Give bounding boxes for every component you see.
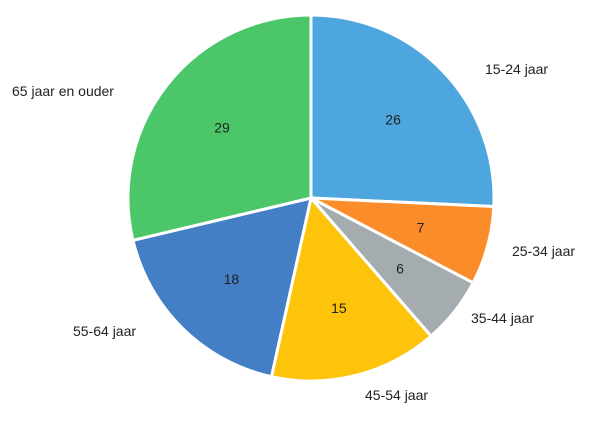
slice-label-45-54-jaar: 45-54 jaar [365,387,428,403]
slice-label-55-64-jaar: 55-64 jaar [73,323,136,339]
slice-value-55-64-jaar: 18 [224,271,240,287]
slice-label-15-24-jaar: 15-24 jaar [485,61,548,77]
slice-label-35-44-jaar: 35-44 jaar [471,310,534,326]
pie-slice-15-24-jaar [309,13,496,209]
slice-value-15-24-jaar: 26 [385,112,401,128]
slice-value-labels: 26 7 6 15 18 29 [214,112,424,316]
pie-slice-65-jaar-en-ouder [126,13,313,243]
slice-value-35-44-jaar: 6 [396,260,404,276]
pie-slices [126,13,496,383]
slice-value-45-54-jaar: 15 [331,300,347,316]
slice-label-65-jaar-en-ouder: 65 jaar en ouder [12,83,114,99]
slice-label-25-34-jaar: 25-34 jaar [512,243,575,259]
slice-value-65-jaar-en-ouder: 29 [214,120,230,136]
pie-slice-55-64-jaar [131,195,313,379]
slice-category-labels: 15-24 jaar 25-34 jaar 35-44 jaar 45-54 jaar… [12,61,575,403]
pie-slice-45-54-jaar [269,194,434,383]
slice-value-25-34-jaar: 7 [417,220,425,236]
